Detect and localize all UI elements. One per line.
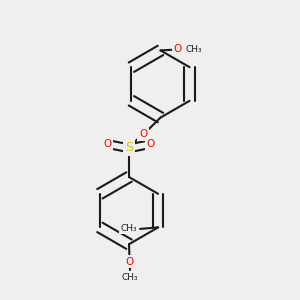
Text: S: S	[125, 141, 133, 154]
Text: O: O	[125, 256, 134, 267]
Text: O: O	[139, 129, 147, 139]
Text: CH₃: CH₃	[185, 45, 202, 54]
Text: O: O	[174, 44, 182, 55]
Text: CH₃: CH₃	[121, 273, 138, 282]
Text: CH₃: CH₃	[120, 224, 137, 233]
Text: O: O	[146, 139, 155, 149]
Text: O: O	[103, 139, 112, 149]
